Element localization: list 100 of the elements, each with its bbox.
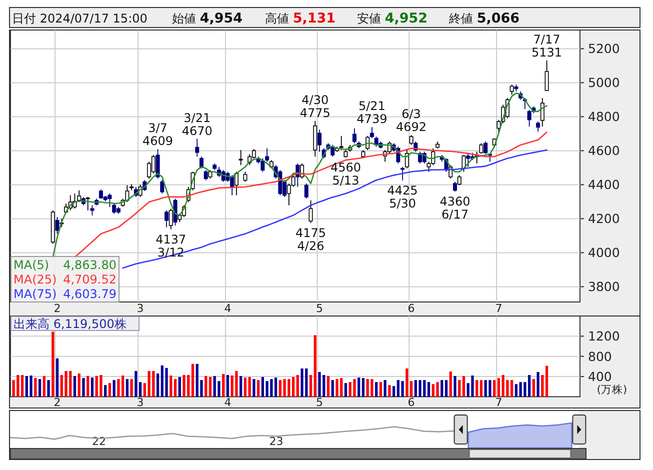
y-tick-label: 4200 bbox=[588, 211, 620, 226]
bar bbox=[235, 370, 238, 397]
x-tick-label: 3 bbox=[136, 396, 144, 409]
bar bbox=[126, 379, 129, 397]
bar bbox=[42, 376, 46, 397]
x-tick-label: 4 bbox=[224, 302, 232, 315]
x-tick-label: 4 bbox=[224, 396, 232, 409]
bar bbox=[375, 382, 378, 397]
bar bbox=[401, 381, 404, 397]
bar bbox=[427, 382, 430, 397]
x-tick-label: 2 bbox=[54, 396, 61, 409]
bar bbox=[476, 380, 478, 397]
bar bbox=[462, 376, 466, 397]
annotation: 4/30 4775 bbox=[300, 92, 330, 120]
x-tick-label: 3 bbox=[136, 302, 144, 315]
y-tick-label: 4000 bbox=[588, 245, 620, 260]
bar bbox=[283, 379, 286, 397]
bar bbox=[388, 385, 391, 397]
bar bbox=[108, 383, 112, 397]
bar bbox=[358, 378, 360, 397]
bar bbox=[493, 380, 496, 397]
bar bbox=[536, 372, 540, 397]
bar bbox=[440, 380, 444, 397]
y-tick-label: 5000 bbox=[588, 75, 620, 90]
bar bbox=[52, 332, 54, 397]
bar bbox=[406, 368, 408, 397]
bar bbox=[64, 370, 68, 397]
bar bbox=[174, 379, 177, 397]
annotation: 3/7 4609 bbox=[142, 121, 174, 148]
bar bbox=[336, 379, 338, 397]
bar bbox=[170, 376, 172, 397]
annotation: 7/17 5131 bbox=[532, 32, 562, 60]
x-tick-label: 6 bbox=[408, 302, 415, 315]
bar bbox=[112, 380, 116, 397]
bar bbox=[266, 381, 268, 397]
bar bbox=[384, 380, 386, 397]
bar bbox=[130, 379, 133, 397]
series-label: MA(25) bbox=[14, 272, 57, 286]
bar bbox=[208, 377, 212, 397]
x-tick-label: 23 bbox=[269, 435, 284, 448]
bar bbox=[244, 378, 247, 397]
bar bbox=[444, 380, 448, 397]
bar bbox=[454, 376, 456, 397]
x-tick-label: 5 bbox=[316, 396, 324, 409]
bar bbox=[47, 380, 50, 397]
chart-title: 日付 2024/07/17 15:00 bbox=[12, 12, 148, 26]
bar bbox=[78, 374, 80, 397]
x-tick-label: 7 bbox=[495, 302, 502, 315]
bar bbox=[86, 376, 90, 397]
bar bbox=[532, 379, 535, 397]
y-tick-label: 3800 bbox=[588, 279, 620, 294]
bar bbox=[458, 380, 461, 397]
bar bbox=[204, 376, 208, 397]
bar bbox=[488, 380, 492, 397]
y-tick-label: 4600 bbox=[588, 143, 620, 158]
y-tick-label: 5200 bbox=[588, 41, 620, 56]
bar bbox=[38, 379, 42, 397]
bar bbox=[134, 370, 138, 397]
bar bbox=[497, 378, 500, 397]
bar bbox=[139, 382, 142, 397]
bar bbox=[353, 379, 356, 397]
bar bbox=[82, 378, 85, 397]
chart-title: 出来高 6,119,500株 bbox=[14, 317, 126, 331]
line-series bbox=[122, 149, 548, 269]
bar bbox=[370, 379, 374, 397]
bar bbox=[56, 358, 59, 397]
x-tick-label: 5 bbox=[316, 302, 324, 315]
bar bbox=[392, 386, 396, 397]
annotation: 4,863.80 bbox=[63, 258, 116, 272]
annotation: 4,603.79 bbox=[63, 287, 116, 301]
bar bbox=[274, 378, 278, 397]
series-label: MA(5) bbox=[14, 258, 50, 272]
y-tick-label: 800 bbox=[588, 348, 612, 364]
annotation: 4425 5/30 bbox=[387, 183, 418, 210]
bar bbox=[292, 377, 295, 397]
bar bbox=[148, 370, 150, 397]
bar bbox=[331, 380, 334, 397]
bar bbox=[326, 376, 330, 397]
text: 始値 4,954 bbox=[172, 10, 243, 26]
bar bbox=[248, 377, 251, 397]
annotation: 4360 6/17 bbox=[440, 194, 470, 222]
annotation: 3/21 4670 bbox=[182, 110, 212, 138]
bar bbox=[117, 379, 120, 397]
bar bbox=[165, 368, 168, 397]
text: 安値 4,952 bbox=[357, 10, 428, 26]
annotation: 5/21 4739 bbox=[356, 99, 388, 126]
bar bbox=[252, 379, 256, 397]
bar bbox=[362, 378, 365, 397]
bar bbox=[318, 372, 321, 397]
bar bbox=[344, 383, 348, 397]
bar bbox=[528, 375, 531, 397]
y-tick-label: 1200 bbox=[588, 328, 620, 344]
bar bbox=[471, 376, 474, 397]
bar bbox=[178, 377, 181, 397]
x-tick-label: 7 bbox=[495, 396, 502, 409]
bar bbox=[257, 380, 260, 397]
bar bbox=[309, 375, 312, 397]
x-tick-label: 2 bbox=[54, 302, 61, 315]
bar bbox=[545, 366, 548, 397]
bar bbox=[73, 376, 76, 397]
